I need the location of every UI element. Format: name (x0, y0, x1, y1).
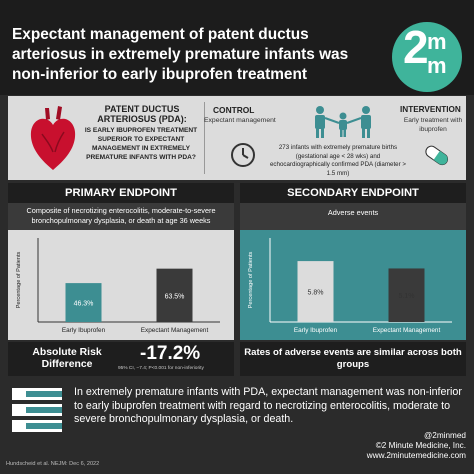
intervention-text: Early treatment with ibuprofen (403, 117, 463, 133)
arr-label: Absolute Risk Difference (32, 347, 102, 370)
bar-1 (388, 268, 425, 322)
category-label-0: Early Ibuprofen (62, 327, 106, 334)
study-info-panel: PATENT DUCTUS ARTERIOSUS (PDA): Is early… (8, 96, 466, 180)
intervention-title: INTERVENTION (400, 105, 461, 114)
pda-title: PATENT DUCTUS ARTERIOSUS (PDA): (97, 104, 187, 124)
pda-question: Is early ibuprofen treatment superior to… (84, 127, 198, 161)
header: Expectant management of patent ductus ar… (0, 0, 474, 95)
secondary-chart-svg: Percentage of Patients 5.8% Early Ibuprofe… (248, 238, 452, 334)
logo-digit: 2 (403, 21, 429, 73)
brand-copyright: ©2 Minute Medicine, Inc. (375, 441, 466, 450)
y-axis-label: Percentage of Patients (248, 252, 254, 309)
bar-value-label-0: 46.3% (74, 301, 94, 308)
category-label-1: Expectant Management (373, 327, 441, 334)
page-title: Expectant management of patent ductus ar… (12, 26, 349, 83)
logo: 2 m m (392, 22, 462, 92)
primary-chart: Percentage of Patients 46.3% Early Ibuprof… (8, 230, 234, 340)
logo-letter-top: m (427, 29, 447, 54)
category-label-1: Expectant Management (141, 327, 209, 334)
citation: Hundscheid et al. NEJM: Dec 6, 2022 (6, 461, 100, 467)
bar-value-label-1: 63.5% (165, 293, 185, 300)
secondary-endpoint-description: Adverse events (240, 203, 466, 230)
bar-0 (65, 283, 102, 322)
absolute-risk-box: Absolute Risk Difference -17.2% 95% CI, … (8, 342, 234, 376)
bar-1 (156, 268, 193, 322)
brand-url[interactable]: www.2minutemedicine.com (366, 451, 466, 460)
logo-letter-bottom: m (427, 53, 447, 78)
family-icon (315, 106, 371, 138)
primary-chart-svg: Percentage of Patients 46.3% Early Ibuprof… (16, 238, 220, 334)
summary-icon (12, 388, 62, 432)
divider (204, 102, 205, 174)
conclusion-section: In extremely premature infants with PDA,… (0, 378, 474, 474)
primary-endpoint-description: Composite of necrotizing enterocolitis, … (8, 203, 234, 230)
study-population: 273 infants with extremely premature bir… (269, 144, 407, 177)
y-axis-label: Percentage of Patients (16, 252, 22, 309)
adverse-events-summary: Rates of adverse events are similar acro… (240, 342, 466, 376)
arr-note: 95% CI, −7.4; P<0.001 for non-inferiorit… (118, 366, 204, 371)
bar-0 (297, 261, 334, 322)
brand-handle: @2minmed (424, 431, 466, 440)
secondary-chart: Percentage of Patients 5.8% Early Ibuprofe… (240, 230, 466, 340)
arr-value: -17.2% (140, 343, 201, 364)
primary-endpoint-heading: PRIMARY ENDPOINT (8, 183, 234, 203)
control-title: CONTROL (213, 105, 255, 115)
conclusion-text: In extremely premature infants with PDA,… (74, 386, 462, 425)
heart-icon (30, 106, 76, 170)
clock-icon (231, 143, 255, 167)
capsule-icon (425, 145, 449, 166)
category-label-0: Early Ibuprofen (294, 327, 338, 334)
brand-block: @2minmed ©2 Minute Medicine, Inc. www.2m… (367, 431, 466, 461)
bar-value-label-0: 5.8% (308, 290, 324, 297)
bar-value-label-1: 5.1% (399, 293, 415, 300)
control-text: Expectant management (204, 117, 276, 124)
secondary-endpoint-heading: SECONDARY ENDPOINT (240, 183, 466, 203)
